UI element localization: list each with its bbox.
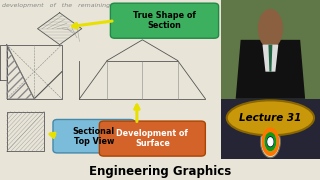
Ellipse shape bbox=[227, 100, 314, 135]
Circle shape bbox=[260, 126, 280, 158]
Text: Sectional
Top View: Sectional Top View bbox=[73, 127, 115, 146]
FancyBboxPatch shape bbox=[263, 32, 277, 45]
FancyBboxPatch shape bbox=[99, 121, 205, 156]
FancyBboxPatch shape bbox=[221, 99, 320, 159]
Text: development   of   the   remaining   portion   of   the: development of the remaining portion of … bbox=[2, 3, 167, 8]
Polygon shape bbox=[268, 45, 272, 72]
Polygon shape bbox=[236, 40, 305, 99]
Text: Lecture 31: Lecture 31 bbox=[239, 113, 301, 123]
Circle shape bbox=[268, 138, 273, 146]
Circle shape bbox=[268, 137, 273, 147]
Text: Development of
Surface: Development of Surface bbox=[116, 129, 188, 148]
Circle shape bbox=[259, 10, 282, 48]
Wedge shape bbox=[264, 132, 276, 151]
Polygon shape bbox=[262, 45, 278, 72]
FancyBboxPatch shape bbox=[53, 120, 135, 153]
FancyBboxPatch shape bbox=[110, 3, 219, 38]
FancyBboxPatch shape bbox=[221, 0, 320, 99]
Wedge shape bbox=[261, 127, 279, 156]
Text: Engineering Graphics: Engineering Graphics bbox=[89, 165, 231, 178]
Text: True Shape of
Section: True Shape of Section bbox=[133, 11, 196, 30]
